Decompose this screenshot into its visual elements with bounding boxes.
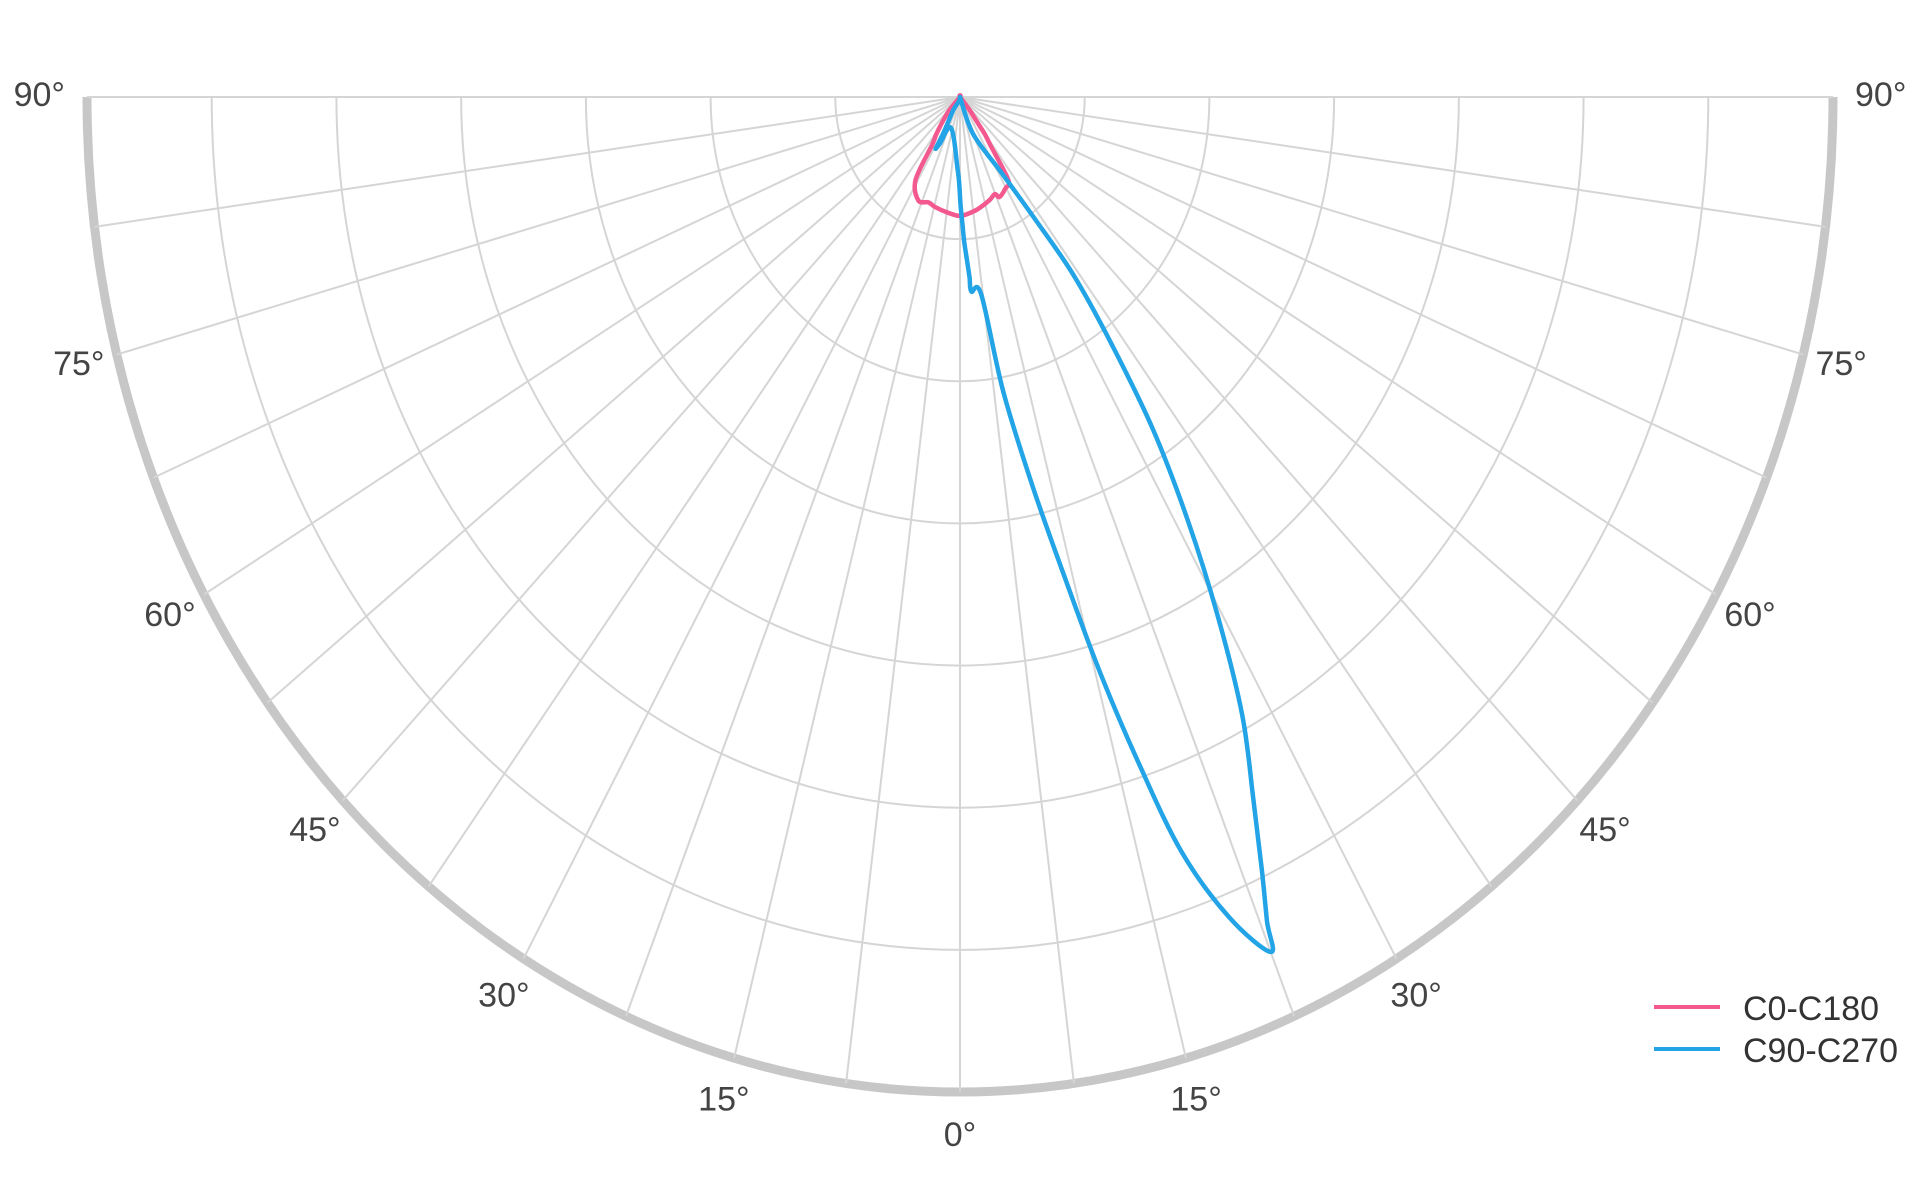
svg-text:30°: 30°: [1390, 976, 1441, 1014]
svg-text:15°: 15°: [698, 1080, 749, 1118]
svg-text:90°: 90°: [14, 76, 65, 114]
svg-text:45°: 45°: [1579, 811, 1630, 849]
svg-text:90°: 90°: [1855, 76, 1906, 114]
svg-text:C0-C180: C0-C180: [1743, 990, 1879, 1028]
svg-text:15°: 15°: [1170, 1080, 1221, 1118]
svg-text:75°: 75°: [53, 345, 104, 383]
svg-text:60°: 60°: [1724, 596, 1775, 634]
svg-text:C90-C270: C90-C270: [1743, 1032, 1898, 1070]
svg-text:60°: 60°: [144, 596, 195, 634]
svg-text:75°: 75°: [1815, 345, 1866, 383]
svg-text:30°: 30°: [478, 976, 529, 1014]
svg-text:45°: 45°: [289, 811, 340, 849]
svg-text:0°: 0°: [944, 1116, 977, 1154]
